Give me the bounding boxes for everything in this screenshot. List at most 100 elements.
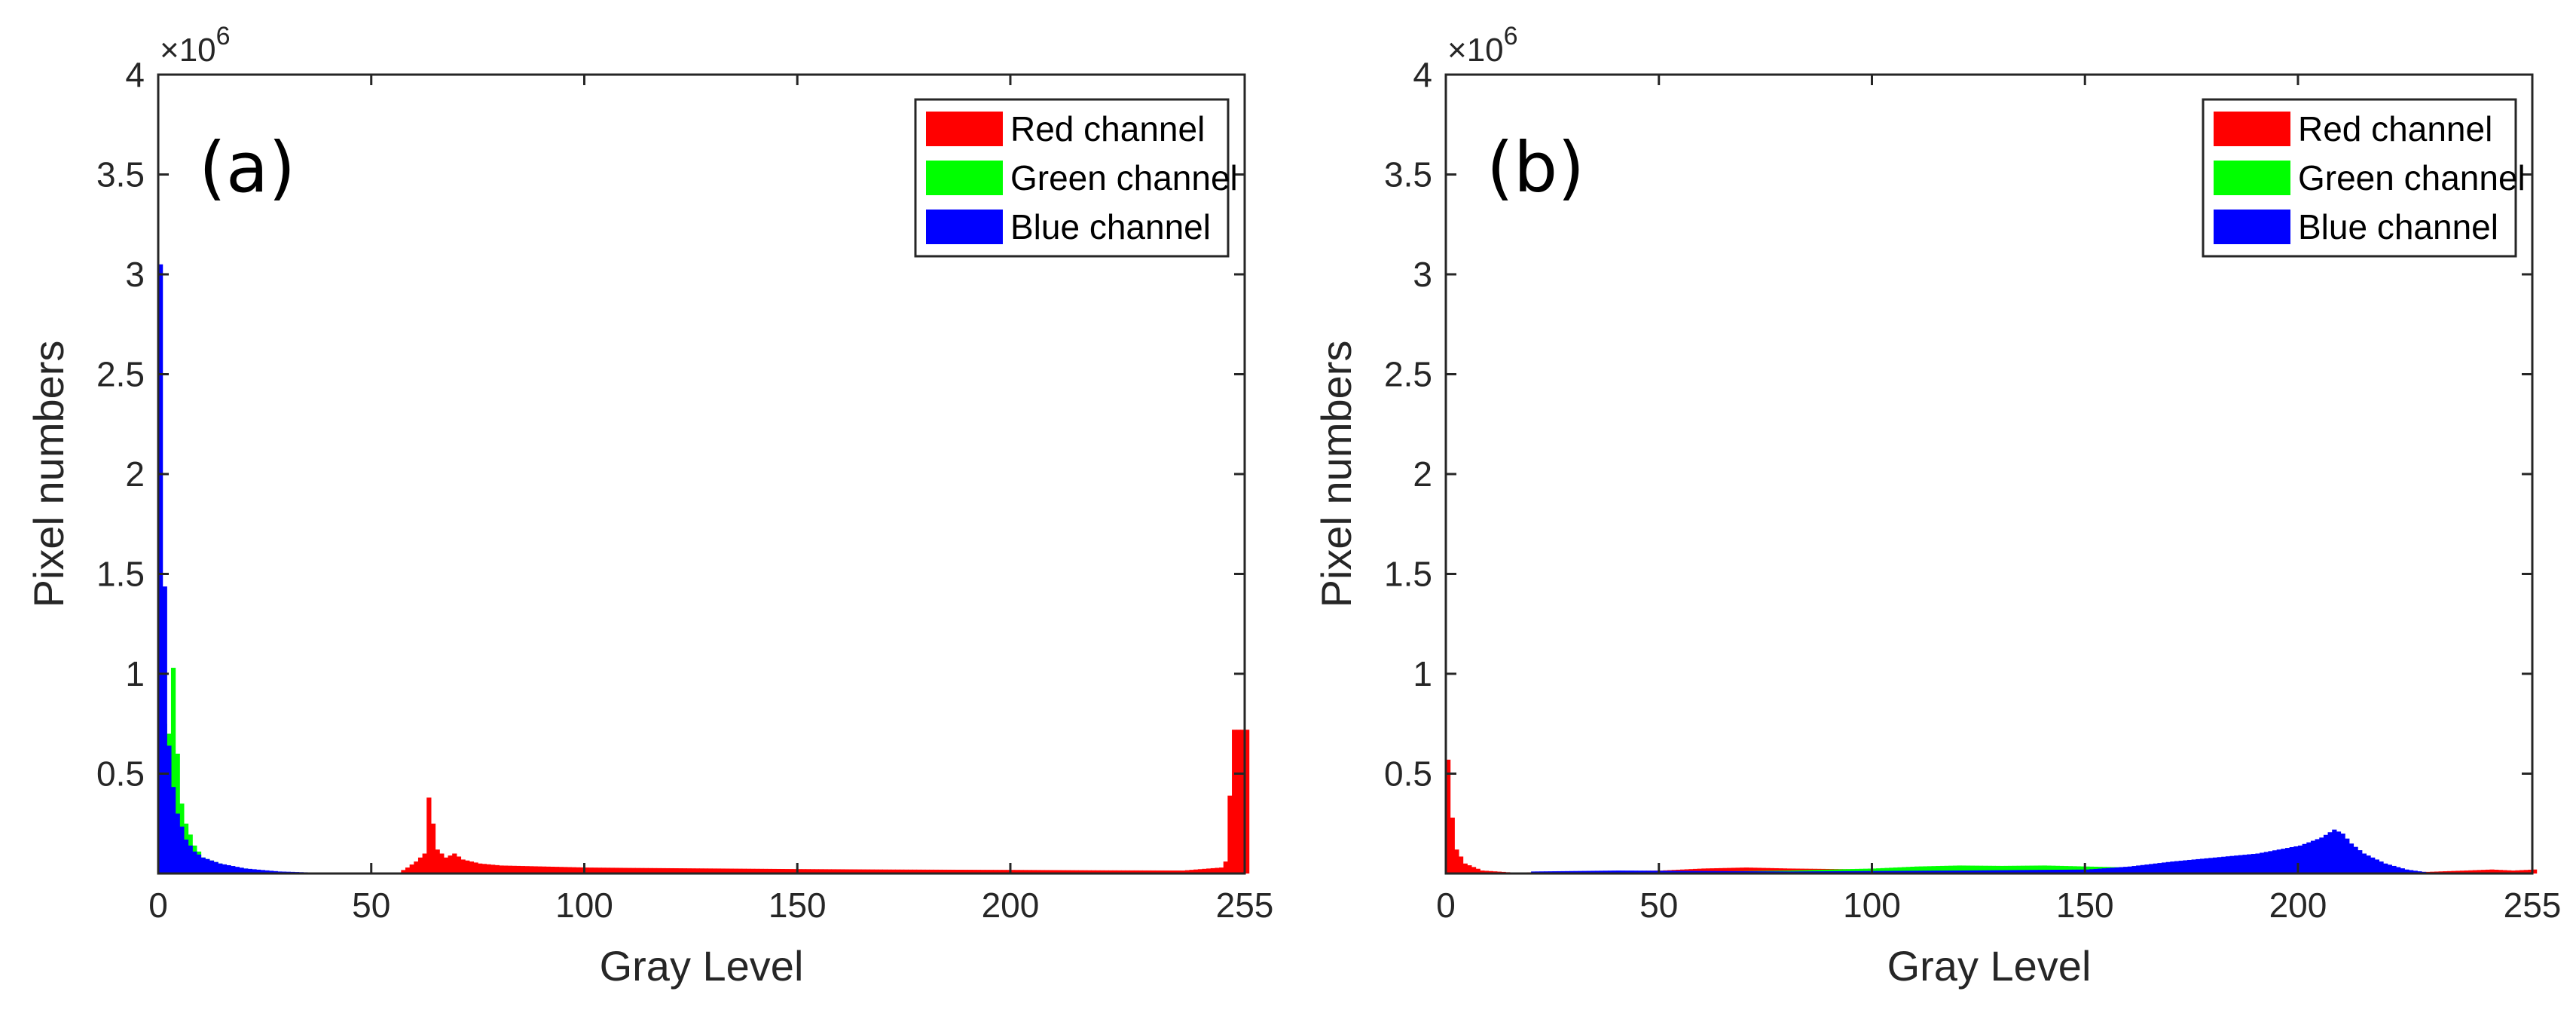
histogram-bar [1692, 870, 1698, 874]
histogram-bar [503, 865, 509, 874]
histogram-bar [422, 853, 427, 874]
histogram-bar [1138, 870, 1143, 874]
histogram-bar [2191, 859, 2196, 874]
histogram-bar [1735, 870, 1740, 874]
histogram-bar [1897, 867, 1902, 874]
histogram-bar [1099, 870, 1105, 874]
histogram-bar [1168, 870, 1173, 874]
x-tick-label: 255 [1216, 886, 1274, 925]
histogram-bar [401, 870, 406, 874]
histogram-bar [1705, 868, 1711, 874]
histogram-bar [554, 867, 560, 874]
legend-label: Red channel [1010, 109, 1205, 148]
histogram-bar [2012, 870, 2018, 874]
legend-swatch [926, 112, 1003, 146]
histogram-bar [1910, 866, 1915, 874]
histogram-bar [1599, 870, 1604, 874]
histogram-bar [243, 868, 249, 874]
histogram-bar [2319, 837, 2324, 874]
histogram-bar [1159, 870, 1165, 874]
histogram-bar [899, 869, 905, 874]
histogram-bar [2208, 858, 2214, 874]
histogram-bar [614, 867, 619, 874]
histogram-bar [878, 869, 883, 874]
histogram-bar [2464, 870, 2469, 874]
y-tick-label: 3.5 [1384, 155, 1432, 194]
histogram-bar [465, 860, 470, 874]
histogram-bar [831, 869, 836, 874]
histogram-bar [2523, 870, 2529, 874]
histogram-bar [1740, 870, 1745, 874]
histogram-bar [916, 869, 921, 874]
histogram-bar [946, 869, 952, 874]
histogram-bar [1974, 870, 1979, 874]
histogram-bar [1594, 870, 1600, 874]
y-axis-title: Pixel numbers [25, 341, 72, 608]
histogram-bar [439, 853, 445, 874]
histogram-bar [2315, 839, 2320, 874]
histogram-bar [192, 851, 197, 874]
histogram-bar [1027, 870, 1032, 874]
histogram-bar [1952, 870, 1958, 874]
histogram-bar [733, 868, 738, 874]
histogram-bar [597, 867, 602, 874]
legend-label: Green channel [2298, 158, 2526, 197]
histogram-bar [1240, 730, 1245, 874]
histogram-chart-a: 0 50 100 150 200 255 0.5 1 1.5 2 2.5 3 3.5 4 ×106 Gray … [25, 22, 1274, 990]
histogram-bar [2370, 857, 2376, 874]
histogram-bar [2016, 865, 2021, 874]
histogram-bar [1688, 870, 1694, 874]
histogram-bar [741, 868, 747, 874]
histogram-bar [1624, 870, 1630, 874]
x-tick-label: 255 [2504, 886, 2562, 925]
histogram-bar [1923, 866, 1928, 874]
histogram-bar [780, 869, 785, 874]
histogram-bar [2055, 870, 2060, 874]
histogram-bar [1969, 870, 1975, 874]
histogram-bar [746, 868, 751, 874]
histogram-bar [2038, 870, 2043, 874]
histogram-bar [950, 869, 956, 874]
histogram-bar [1727, 870, 1732, 874]
y-tick-label: 0.5 [1384, 754, 1432, 794]
histogram-bar [2387, 864, 2392, 874]
histogram-bar [1053, 870, 1058, 874]
histogram-bar [430, 823, 436, 874]
histogram-bar [1965, 865, 1971, 874]
histogram-bar [2485, 869, 2491, 874]
histogram-bar [622, 867, 628, 874]
histogram-bar [2340, 834, 2345, 874]
histogram-bar [1863, 870, 1869, 874]
histogram-bar [2153, 863, 2158, 874]
histogram-bar [2481, 870, 2486, 874]
histogram-bar [2003, 865, 2009, 874]
histogram-bar [579, 867, 585, 874]
histogram-bar [972, 870, 977, 874]
histogram-bar [260, 870, 265, 874]
histogram-bar [456, 856, 462, 874]
histogram-bar [1070, 870, 1075, 874]
histogram-bar [805, 869, 811, 874]
histogram-bar [405, 867, 411, 874]
histogram-bar [1936, 870, 1941, 874]
y-tick-label: 1 [125, 654, 145, 693]
histogram-bar [264, 870, 270, 874]
histogram-bar [2127, 866, 2133, 874]
histogram-bar [537, 866, 542, 874]
histogram-bar [1965, 870, 1971, 874]
histogram-bar [1219, 867, 1224, 874]
histogram-bar [1889, 867, 1894, 874]
histogram-bar [1982, 865, 1988, 874]
histogram-bar [563, 867, 568, 874]
histogram-bar [1471, 867, 1477, 874]
histogram-bar [2276, 849, 2281, 874]
histogram-bar [231, 866, 236, 874]
histogram-bar [631, 867, 636, 874]
histogram-bar [763, 868, 769, 874]
histogram-bar [1748, 867, 1753, 874]
histogram-bar [1591, 870, 1596, 874]
histogram-bar [2413, 870, 2418, 874]
histogram-bar [1987, 865, 1992, 874]
histogram-bar [2140, 864, 2145, 874]
histogram-bar [677, 868, 683, 874]
